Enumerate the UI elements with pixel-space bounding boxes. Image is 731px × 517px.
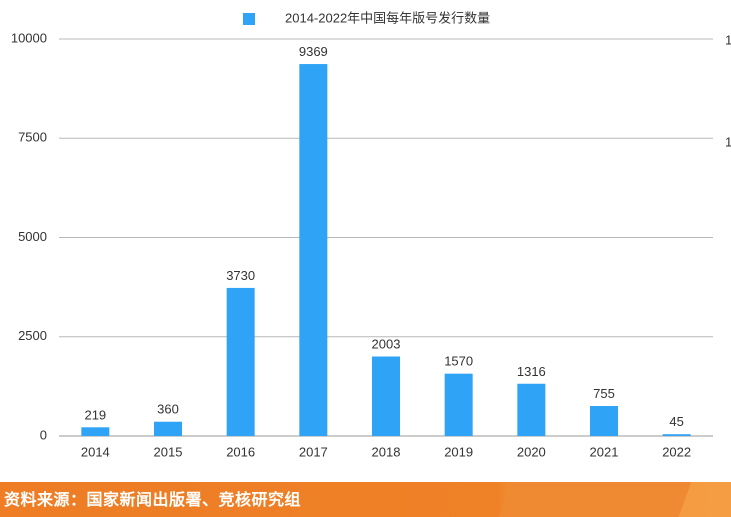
legend-label: 2014-2022年中国每年版号发行数量	[285, 10, 490, 25]
bar	[444, 373, 473, 436]
bar	[517, 383, 546, 436]
bar-value-label: 1316	[517, 364, 546, 379]
right-tick-label: 1	[725, 32, 731, 47]
right-tick-label: 1	[725, 134, 731, 149]
y-tick-label: 7500	[18, 130, 47, 145]
bars: 219 360 3730 9369 2003 1570 1316 755 45	[81, 44, 691, 437]
banner-decoration	[498, 482, 692, 517]
bar-value-label: 1570	[444, 354, 473, 369]
bar-value-label: 2003	[372, 336, 401, 351]
legend-swatch	[243, 13, 255, 25]
source-text: 资料来源：国家新闻出版署、竞核研究组	[4, 490, 302, 509]
bar	[154, 421, 182, 436]
x-tick-label: 2019	[444, 444, 473, 459]
legend: 2014-2022年中国每年版号发行数量	[243, 10, 490, 25]
bar	[590, 406, 618, 436]
y-tick-label: 2500	[18, 328, 47, 343]
bar-value-label: 9369	[299, 44, 328, 59]
x-tick-label: 2016	[226, 444, 255, 459]
x-tick-label: 2017	[299, 444, 328, 459]
bar	[662, 434, 691, 436]
source-banner: 资料来源：国家新闻出版署、竞核研究组	[0, 482, 731, 517]
bar	[372, 356, 400, 436]
x-axis-ticks: 2014 2015 2016 2017 2018 2019 2020 2021 2022	[81, 444, 691, 459]
bar	[81, 427, 110, 436]
x-tick-label: 2020	[517, 444, 546, 459]
y-axis-ticks: 0 2500 5000 7500 10000	[11, 30, 47, 442]
x-tick-label: 2014	[81, 444, 110, 459]
bar-value-label: 219	[84, 407, 106, 422]
x-tick-label: 2021	[590, 444, 619, 459]
bar	[299, 64, 328, 437]
y-tick-label: 10000	[11, 30, 47, 45]
y-tick-label: 0	[40, 427, 47, 442]
y-tick-label: 5000	[18, 229, 47, 244]
right-axis-ticks: 11	[725, 32, 731, 149]
x-tick-label: 2022	[662, 444, 691, 459]
bar-value-label: 755	[593, 386, 615, 401]
x-tick-label: 2015	[154, 444, 183, 459]
bar-value-label: 3730	[226, 268, 255, 283]
bar-value-label: 360	[157, 402, 179, 417]
bar-value-label: 45	[669, 414, 683, 429]
x-tick-label: 2018	[372, 444, 401, 459]
bar	[226, 287, 255, 436]
